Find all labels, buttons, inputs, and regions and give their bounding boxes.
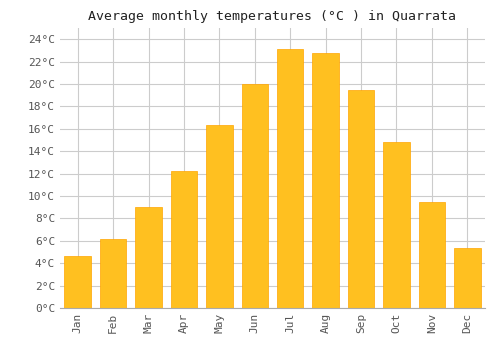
Bar bbox=[64, 257, 91, 308]
Bar bbox=[383, 142, 409, 308]
Title: Average monthly temperatures (°C ) in Quarrata: Average monthly temperatures (°C ) in Qu… bbox=[88, 10, 456, 23]
Bar bbox=[277, 49, 303, 308]
Bar bbox=[170, 172, 197, 308]
Bar bbox=[242, 84, 268, 308]
Bar bbox=[136, 207, 162, 308]
Bar bbox=[312, 52, 339, 308]
Bar bbox=[348, 90, 374, 308]
Bar bbox=[100, 239, 126, 308]
Bar bbox=[206, 125, 233, 308]
Bar bbox=[418, 202, 445, 308]
Bar bbox=[454, 247, 480, 308]
